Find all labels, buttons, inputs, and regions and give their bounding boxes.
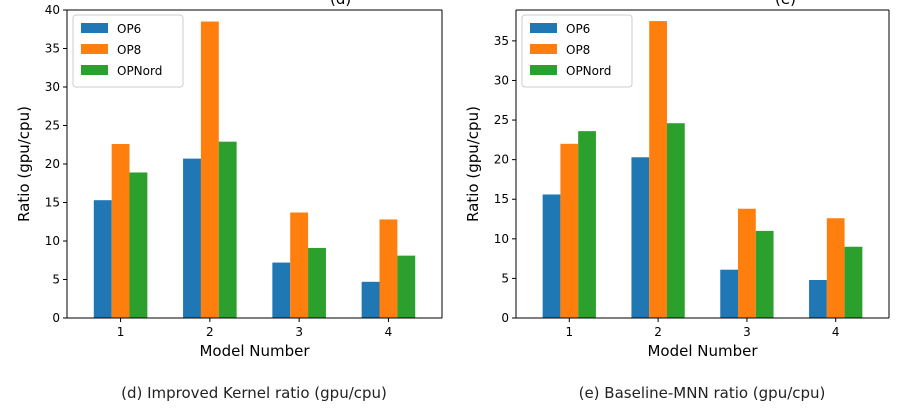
legend: OP6 OP8 OPNord <box>521 14 633 88</box>
bar-op6-model-3 <box>272 262 291 318</box>
y-tick-label: 10 <box>494 232 509 246</box>
x-tick-label: 1 <box>565 325 573 339</box>
y-tick-label: 0 <box>52 311 60 325</box>
y-tick-label: 35 <box>494 34 509 48</box>
bar-op6-model-4 <box>361 281 380 318</box>
bar-opnord-model-1 <box>129 172 148 318</box>
x-tick-label: 4 <box>385 325 393 339</box>
y-tick-label: 30 <box>494 73 509 87</box>
header-fragment-d: (d) <box>330 0 351 8</box>
bar-op8-model-2 <box>649 21 667 319</box>
x-tick-label: 1 <box>117 325 125 339</box>
x-tick-label: 4 <box>832 325 840 339</box>
bar-opnord-model-3 <box>755 230 774 318</box>
y-tick-label: 10 <box>45 234 60 248</box>
y-tick-label: 25 <box>45 119 60 133</box>
legend-label-op6: OP6 <box>566 22 590 36</box>
x-tick-label: 3 <box>295 325 303 339</box>
bar-op8-model-2 <box>200 21 219 319</box>
legend-swatch-opnord <box>530 65 557 75</box>
legend-swatch-op8 <box>530 44 557 54</box>
y-tick-label: 15 <box>45 196 60 210</box>
bar-op8-model-4 <box>826 218 845 318</box>
bar-opnord-model-4 <box>844 246 863 318</box>
header-fragment-e: (e) <box>775 0 796 8</box>
chart-baseline-mnn: 0 5 10 15 20 25 30 35 1 2 3 4 Model Number Ratio (gpu… <box>464 9 890 360</box>
y-tick-label: 15 <box>494 192 509 206</box>
bar-op8-model-1 <box>560 143 579 318</box>
bar-opnord-model-2 <box>666 123 685 318</box>
legend: OP6 OP8 OPNord <box>72 14 184 88</box>
bar-opnord-model-1 <box>578 131 596 318</box>
bar-opnord-model-2 <box>218 141 237 318</box>
bar-op6-model-2 <box>183 158 201 318</box>
legend-label-op8: OP8 <box>117 43 141 57</box>
y-tick-label: 0 <box>501 311 509 325</box>
y-axis-label: Ratio (gpu/cpu) <box>15 106 33 222</box>
bar-opnord-model-4 <box>397 255 416 318</box>
legend-label-opnord: OPNord <box>566 64 611 78</box>
bar-op6-model-2 <box>631 157 650 318</box>
legend-label-op6: OP6 <box>117 22 141 36</box>
legend-swatch-op8 <box>81 44 108 54</box>
bar-op8-model-3 <box>738 208 756 318</box>
x-tick-label: 2 <box>654 325 662 339</box>
x-tick-label: 3 <box>743 325 751 339</box>
bar-op6-model-4 <box>809 279 827 318</box>
bar-op6-model-1 <box>542 194 561 318</box>
y-tick-label: 30 <box>45 80 60 94</box>
y-tick-label: 20 <box>494 153 509 167</box>
bar-opnord-model-3 <box>308 247 326 318</box>
y-axis-label: Ratio (gpu/cpu) <box>464 106 482 222</box>
bar-op8-model-4 <box>379 219 398 318</box>
chart-improved-kernel: 0 5 10 15 20 25 30 35 40 1 2 3 4 Model Number Ratio (g… <box>15 3 443 360</box>
legend-label-op8: OP8 <box>566 43 590 57</box>
legend-label-opnord: OPNord <box>117 64 162 78</box>
y-tick-label: 40 <box>45 3 60 17</box>
bar-op8-model-3 <box>290 212 309 318</box>
y-tick-label: 5 <box>52 273 60 287</box>
y-tick-label: 25 <box>494 113 509 127</box>
y-tick-label: 5 <box>501 271 509 285</box>
legend-swatch-op6 <box>81 23 108 33</box>
y-tick-label: 35 <box>45 42 60 56</box>
x-axis-label: Model Number <box>199 342 310 360</box>
caption-baseline-mnn: (e) Baseline-MNN ratio (gpu/cpu) <box>579 384 826 402</box>
x-axis-label: Model Number <box>647 342 758 360</box>
legend-swatch-opnord <box>81 65 108 75</box>
caption-improved-kernel: (d) Improved Kernel ratio (gpu/cpu) <box>121 384 387 402</box>
bar-op6-model-3 <box>720 269 739 318</box>
y-tick-label: 20 <box>45 157 60 171</box>
bar-op6-model-1 <box>93 200 112 318</box>
x-tick-label: 2 <box>206 325 214 339</box>
bar-op8-model-1 <box>111 143 130 318</box>
legend-swatch-op6 <box>530 23 557 33</box>
